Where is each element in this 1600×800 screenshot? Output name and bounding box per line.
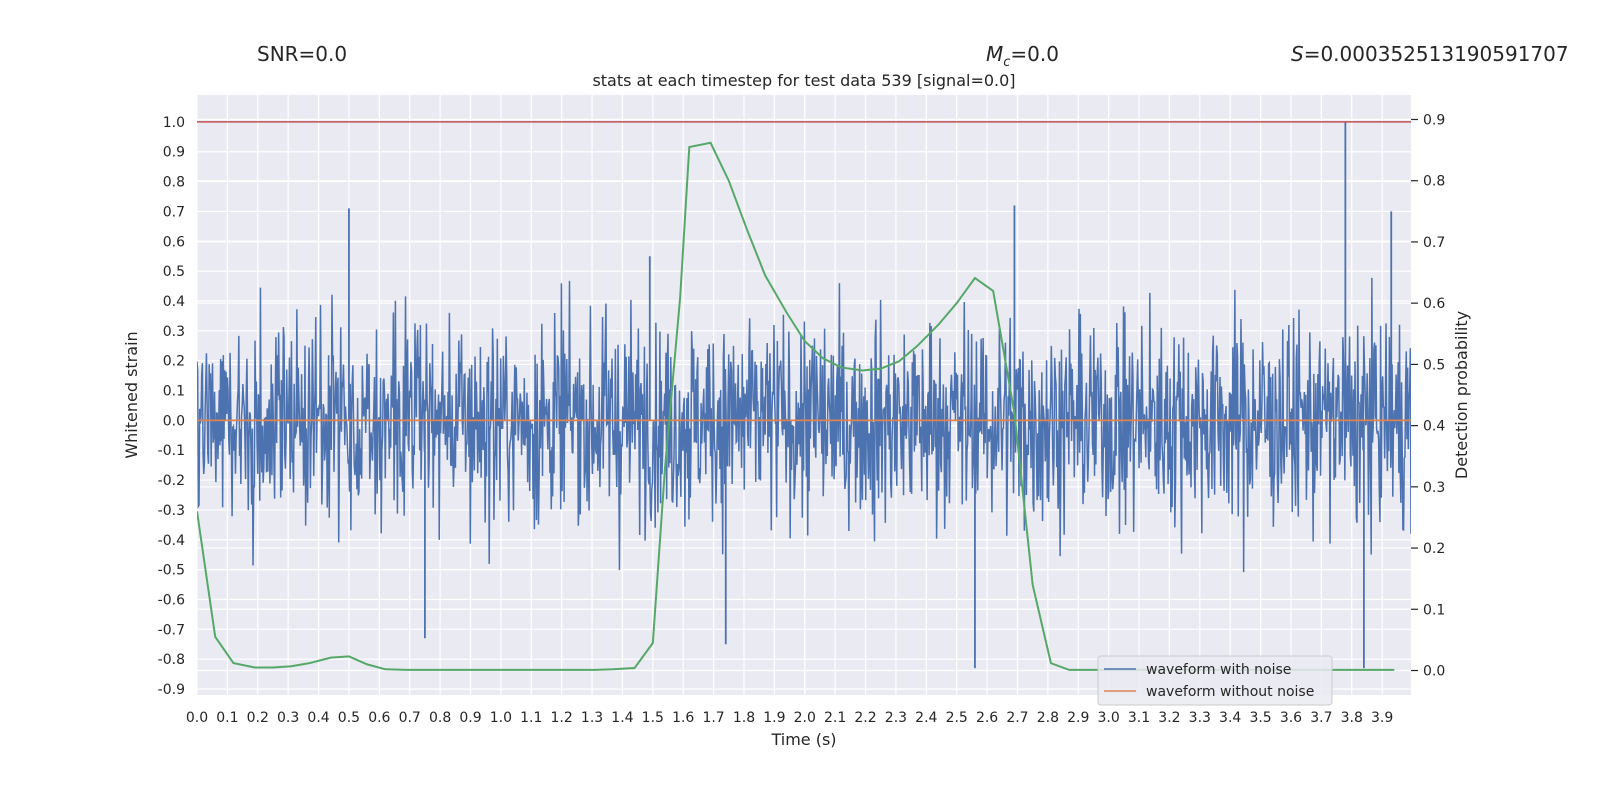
y-tick-label: -0.9 (158, 682, 185, 698)
x-tick-label: 3.4 (1219, 710, 1241, 726)
x-tick-label: 3.3 (1189, 710, 1211, 726)
y-tick-label: 0.2 (163, 354, 185, 370)
y-axis-label: Whitened strain (122, 331, 141, 458)
x-tick-label: 0.3 (277, 710, 299, 726)
x-tick-label: 3.8 (1341, 710, 1363, 726)
y2-tick-label: 0.0 (1423, 664, 1445, 680)
x-tick-label: 3.9 (1371, 710, 1393, 726)
x-tick-label: 3.6 (1280, 710, 1302, 726)
x-tick-label: 2.5 (946, 710, 968, 726)
chirp-mass-subscript: c (1003, 55, 1011, 70)
y-tick-label: 0.6 (163, 234, 185, 250)
y-tick-label: -0.4 (158, 533, 185, 549)
x-tick-label: 1.5 (642, 710, 664, 726)
y2-tick-label: 0.7 (1423, 235, 1445, 251)
y-tick-label: 0.8 (163, 175, 185, 191)
chart-title: stats at each timestep for test data 539… (592, 71, 1015, 90)
y-tick-label: -0.5 (158, 563, 185, 579)
y2-tick-label: 0.3 (1423, 480, 1445, 496)
x-tick-label: 2.2 (854, 710, 876, 726)
x-tick-label: 2.7 (1006, 710, 1028, 726)
legend-clean-label: waveform without noise (1146, 684, 1314, 700)
x-tick-label: 0.5 (338, 710, 360, 726)
x-tick-label: 0.9 (459, 710, 481, 726)
legend-noise-label: waveform with noise (1146, 662, 1291, 678)
x-tick-label: 2.8 (1037, 710, 1059, 726)
y-tick-label: 0.9 (163, 145, 185, 161)
x-tick-label: 3.0 (1098, 710, 1120, 726)
x-tick-label: 1.8 (733, 710, 755, 726)
x-tick-label: 1.7 (702, 710, 724, 726)
x-tick-label: 1.9 (763, 710, 785, 726)
x-tick-label: 2.9 (1067, 710, 1089, 726)
y2-tick-label: 0.8 (1423, 174, 1445, 190)
x-tick-label: 1.6 (672, 710, 694, 726)
x-tick-label: 2.6 (976, 710, 998, 726)
x-tick-label: 0.4 (307, 710, 329, 726)
y2-tick-label: 0.4 (1423, 419, 1445, 435)
y-tick-label: 0.4 (163, 294, 185, 310)
y-tick-label: -0.3 (158, 503, 185, 519)
x-tick-label: 0.8 (429, 710, 451, 726)
chirp-mass-value: =0.0 (1010, 42, 1059, 66)
y-tick-label: 0.0 (163, 413, 185, 429)
x-tick-label: 0.0 (186, 710, 208, 726)
y2-axis-label: Detection probability (1452, 311, 1471, 479)
tick-labels: 1.0 0.9 0.8 0.7 0.6 0.5 0.4 0.3 0.2 0.1 0.0 -0.1 -0.… (158, 112, 1446, 726)
x-tick-label: 1.4 (611, 710, 633, 726)
x-tick-label: 1.2 (551, 710, 573, 726)
y-tick-label: 1.0 (163, 115, 185, 131)
y2-tick-label: 0.5 (1423, 357, 1445, 373)
noise-waveform-line (197, 277, 1411, 573)
y-tick-label: 0.1 (163, 384, 185, 400)
x-tick-label: 0.7 (399, 710, 421, 726)
y2-tick-label: 0.1 (1423, 602, 1445, 618)
x-tick-label: 0.1 (216, 710, 238, 726)
y-tick-label: -0.6 (158, 592, 185, 608)
x-tick-label: 0.6 (368, 710, 390, 726)
x-tick-label: 2.3 (885, 710, 907, 726)
x-tick-label: 1.0 (490, 710, 512, 726)
y-tick-label: -0.1 (158, 443, 185, 459)
y-tick-label: -0.8 (158, 652, 185, 668)
y2-tick-label: 0.9 (1423, 112, 1445, 128)
legend-frame (1097, 655, 1333, 706)
y2-tick-label: 0.6 (1423, 296, 1445, 312)
x-tick-label: 2.4 (915, 710, 937, 726)
y-tick-label: 0.5 (163, 264, 185, 280)
x-tick-label: 3.1 (1128, 710, 1150, 726)
x-tick-label: 1.1 (520, 710, 542, 726)
x-tick-label: 2.1 (824, 710, 846, 726)
y-tick-label: -0.7 (158, 622, 185, 638)
x-tick-label: 2.0 (794, 710, 816, 726)
y-tick-label: 0.3 (163, 324, 185, 340)
x-axis-label: Time (s) (770, 730, 836, 749)
x-tick-label: 3.2 (1158, 710, 1180, 726)
y-tick-label: -0.2 (158, 473, 185, 489)
chirp-mass-symbol: M (986, 42, 1004, 66)
x-tick-label: 1.3 (581, 710, 603, 726)
legend: waveform with noise waveform without noi… (1097, 655, 1333, 706)
y-tick-label: 0.7 (163, 204, 185, 220)
s-statistic-symbol: S (1291, 42, 1304, 66)
x-tick-label: 0.2 (247, 710, 269, 726)
snr-label: SNR=0.0 (257, 42, 348, 66)
y2-tick-label: 0.2 (1423, 541, 1445, 557)
chirp-mass-label: Mc=0.0 (986, 42, 1059, 70)
x-tick-label: 3.7 (1310, 710, 1332, 726)
s-statistic-value: =0.000352513190591707 (1303, 42, 1569, 66)
x-tick-label: 3.5 (1249, 710, 1271, 726)
s-statistic-label: S=0.000352513190591707 (1291, 42, 1569, 66)
